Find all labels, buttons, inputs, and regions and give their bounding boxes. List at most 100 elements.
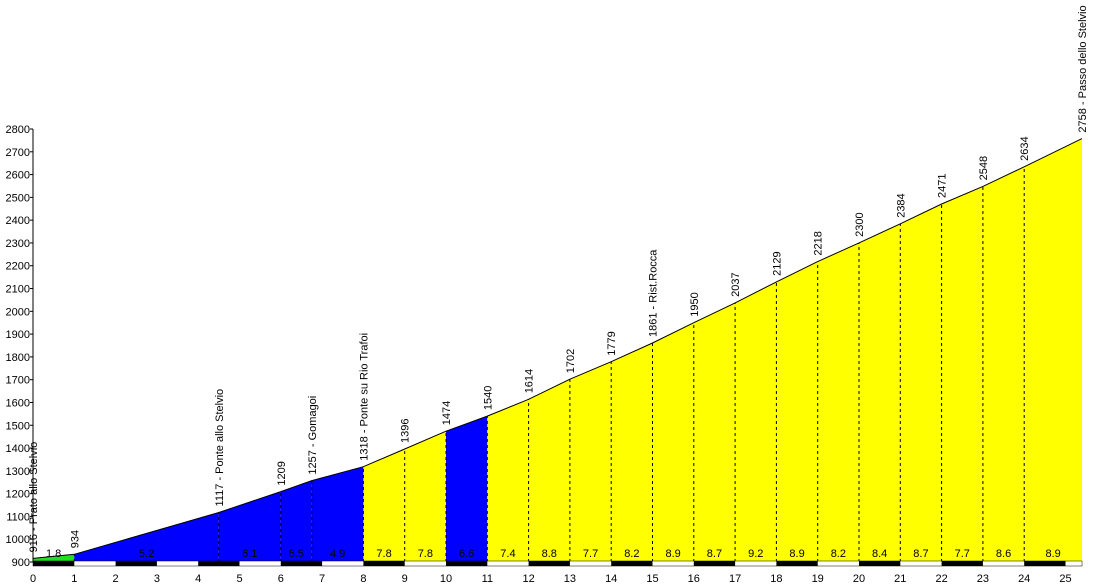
elevation-label-19: 2471 (937, 174, 949, 198)
y-tick-label: 1100 (6, 511, 30, 523)
x-tick-label: 7 (319, 573, 325, 585)
elevation-label-17: 2300 (854, 212, 866, 236)
grade-label-19: 7.7 (955, 548, 970, 560)
y-tick-label: 1500 (6, 420, 30, 432)
grade-label-11: 8.2 (624, 548, 639, 560)
grade-label-17: 8.4 (872, 548, 887, 560)
elevation-label-3: 1209 (276, 461, 288, 485)
elevation-label-18: 2384 (895, 193, 907, 217)
gradient-area-2 (218, 491, 281, 562)
gradient-area-16 (817, 242, 859, 562)
grade-labels: 1.8 5.2 6.1 6.5 4.9 7.8 7.8 6.6 7.4 8.8 7.7 8.2 8.9 8… (46, 548, 1061, 560)
y-tick-label: 2600 (6, 170, 30, 182)
gradient-area-0 (33, 554, 75, 562)
grade-label-15: 8.9 (789, 548, 804, 560)
x-tick-label: 22 (935, 573, 947, 585)
scale-bar-km-6 (280, 561, 323, 566)
grade-label-20: 8.6 (996, 548, 1011, 560)
grade-label-2: 6.1 (242, 548, 257, 560)
gradient-area-6 (404, 431, 446, 562)
x-tick-labels: 0 1 2 3 4 5 6 7 8 9 10 11 12 13 14 15 16 17 18 19 20 21 22 23 24… (30, 573, 1072, 585)
elevation-label-13: 1950 (689, 292, 701, 316)
elevation-label-4: 1257 - Gomagoi (307, 396, 319, 475)
scale-bar-km-2 (115, 561, 157, 566)
y-tick-label: 1700 (6, 375, 30, 387)
elevation-label-0: 916 - Prato allo Stelvio (28, 442, 40, 553)
y-tick-label: 2700 (6, 147, 30, 159)
x-tick-label: 0 (30, 573, 36, 585)
y-tick-label: 1800 (6, 352, 30, 364)
elevation-label-14: 2037 (730, 272, 742, 296)
x-tick-label: 11 (482, 573, 493, 585)
gradient-area-19 (941, 186, 983, 562)
elevation-label-9: 1614 (524, 369, 536, 393)
scale-bar-km-14 (611, 561, 653, 566)
y-tick-label: 2400 (6, 215, 30, 227)
x-tick-label: 12 (522, 573, 534, 585)
gradient-area-9 (528, 379, 570, 562)
scale-bar-km-8 (363, 561, 405, 566)
x-tick-label: 24 (1018, 573, 1030, 585)
profile-line (32, 138, 1083, 559)
gradient-area-8 (487, 399, 529, 562)
x-tick-label: 13 (564, 573, 576, 585)
grade-label-9: 8.8 (542, 548, 557, 560)
y-tick-label: 2000 (6, 306, 30, 318)
profile-outline (32, 138, 1083, 559)
scale-bar-km-24 (1024, 561, 1066, 566)
gradient-area-3 (280, 480, 312, 562)
scale-bar-km-22 (941, 561, 983, 566)
scale-bar-km-20 (859, 561, 901, 566)
grade-label-7: 6.6 (459, 548, 474, 560)
grade-label-18: 8.7 (913, 548, 928, 560)
x-tick-label: 1 (71, 573, 77, 585)
elevation-label-2: 1117 - Ponte allo Stelvio (214, 389, 226, 507)
gradient-area-18 (900, 204, 942, 562)
x-tick-label: 17 (729, 573, 741, 585)
gradient-area-21 (1024, 138, 1083, 562)
elevation-label-20: 2548 (978, 156, 990, 180)
grade-label-10: 7.7 (583, 548, 598, 560)
grade-label-21: 8.9 (1045, 548, 1060, 560)
y-tick-label: 2200 (6, 261, 30, 273)
grade-label-1: 5.2 (139, 548, 154, 560)
scale-bar-km-4 (198, 561, 240, 566)
elevation-label-10: 1702 (565, 349, 577, 373)
elevation-label-15: 2129 (771, 251, 783, 275)
elevation-label-16: 2218 (813, 231, 825, 255)
grade-label-4: 4.9 (330, 548, 345, 560)
y-tick-label: 2800 (6, 124, 30, 136)
grade-label-8: 7.4 (500, 548, 515, 560)
y-tick-label: 2300 (6, 238, 30, 250)
x-tick-label: 6 (278, 573, 284, 585)
y-tick-label: 1300 (6, 466, 30, 478)
grade-label-0: 1.8 (46, 548, 61, 560)
gradient-area-17 (859, 223, 901, 563)
x-tick-label: 2 (113, 573, 119, 585)
grade-label-16: 8.2 (831, 548, 846, 560)
elevation-label-7: 1474 (441, 401, 453, 425)
x-tick-label: 23 (977, 573, 989, 585)
x-tick-label: 16 (688, 573, 700, 585)
x-tick-label: 25 (1059, 573, 1071, 585)
grade-label-14: 9.2 (748, 548, 763, 560)
x-tick-label: 9 (402, 573, 408, 585)
y-tick-label: 2500 (6, 192, 30, 204)
scale-bar-km-0 (33, 561, 75, 566)
grade-label-5: 7.8 (376, 548, 391, 560)
x-tick-label: 10 (440, 573, 452, 585)
gradient-area-15 (776, 261, 818, 562)
gradient-area-10 (569, 361, 612, 562)
gradient-area-4 (311, 466, 364, 562)
grade-label-3: 6.5 (289, 548, 304, 560)
elevation-label-8: 1540 (482, 386, 494, 410)
y-tick-label: 1600 (6, 397, 30, 409)
scale-bar-km-18 (776, 561, 818, 566)
gradient-area-12 (652, 322, 694, 562)
gradient-area-11 (611, 343, 653, 562)
grade-label-6: 7.8 (418, 548, 433, 560)
y-tick-label: 1000 (6, 534, 30, 546)
x-tick-label: 21 (894, 573, 906, 585)
scale-bar-km-12 (528, 561, 570, 566)
